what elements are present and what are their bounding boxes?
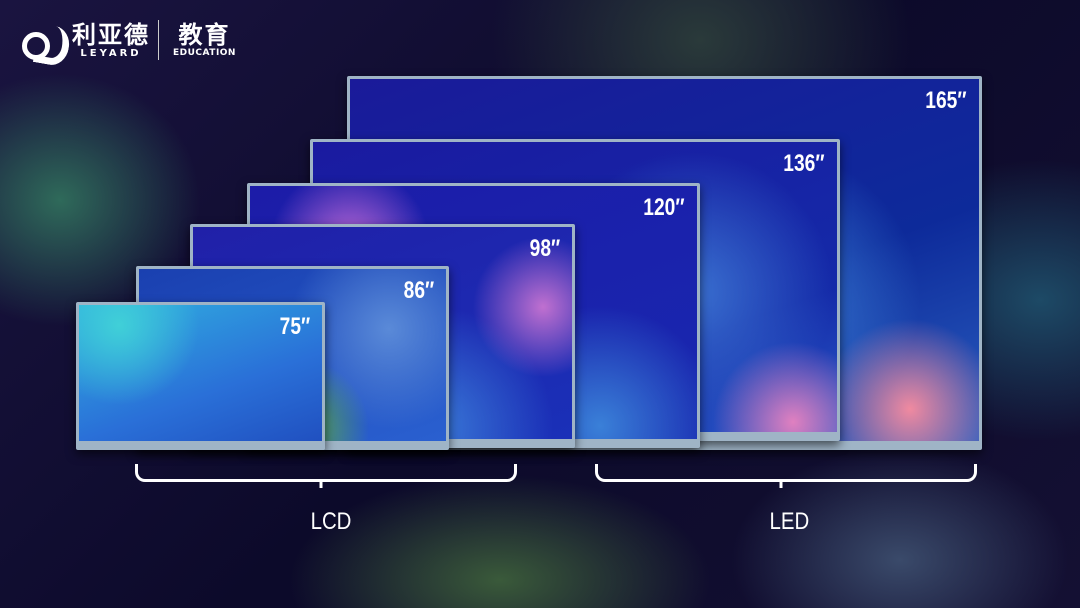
- screen-75: 75″: [76, 302, 325, 450]
- leyard-logo-icon: [18, 18, 66, 62]
- lcd-brace: [135, 464, 517, 482]
- size-label: 165″: [925, 87, 967, 114]
- brand-cn: 利亚德: [72, 20, 150, 49]
- division-cn: 教育: [178, 21, 231, 49]
- leyard-education-logo: 利亚德 LEYARD 教育 EDUCATION: [18, 18, 236, 62]
- logo-divider: [158, 20, 159, 60]
- division-en: EDUCATION: [173, 48, 236, 58]
- led-brace: [595, 464, 977, 482]
- size-label: 136″: [783, 150, 825, 177]
- size-label: 86″: [403, 277, 434, 304]
- brand-en: LEYARD: [80, 47, 142, 59]
- led-label: LED: [769, 508, 810, 535]
- lcd-label: LCD: [310, 508, 352, 535]
- size-label: 75″: [279, 313, 310, 340]
- size-label: 120″: [643, 194, 685, 221]
- size-label: 98″: [529, 235, 560, 262]
